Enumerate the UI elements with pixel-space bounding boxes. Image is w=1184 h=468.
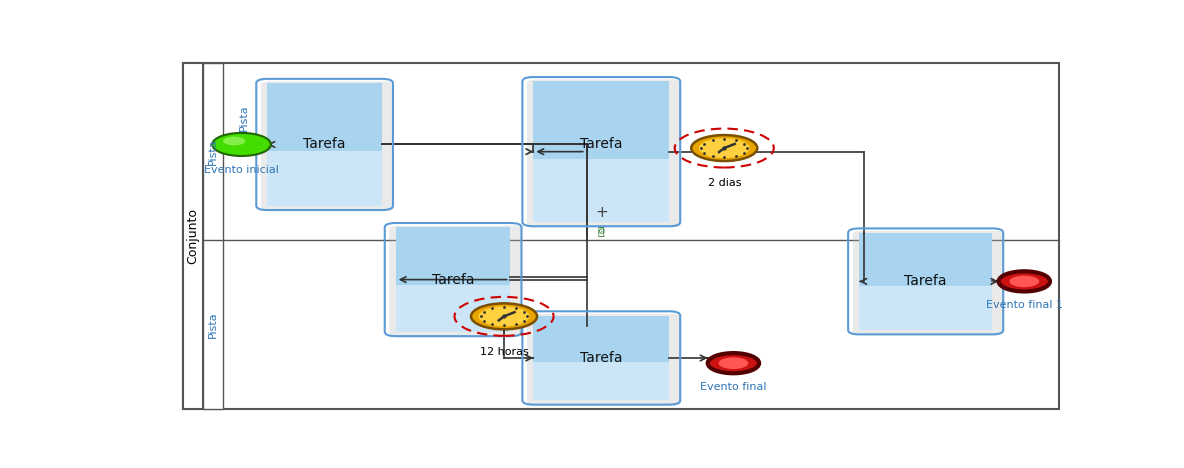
- Circle shape: [1010, 276, 1040, 287]
- FancyBboxPatch shape: [390, 226, 522, 337]
- Circle shape: [691, 135, 758, 161]
- Text: Tarefa: Tarefa: [905, 274, 947, 288]
- FancyBboxPatch shape: [527, 314, 681, 406]
- Bar: [534, 362, 669, 400]
- Bar: [182, 63, 204, 410]
- Bar: [860, 233, 992, 286]
- Text: 12 horas: 12 horas: [480, 347, 528, 357]
- Text: Pista: Pista: [208, 311, 218, 338]
- Circle shape: [719, 358, 748, 369]
- FancyBboxPatch shape: [527, 80, 681, 227]
- Text: Pista: Pista: [238, 104, 249, 131]
- Bar: [534, 159, 669, 222]
- Circle shape: [998, 271, 1050, 292]
- FancyBboxPatch shape: [260, 81, 394, 211]
- Text: ⛉: ⛉: [598, 227, 605, 237]
- FancyBboxPatch shape: [852, 231, 1004, 336]
- Circle shape: [212, 133, 271, 156]
- Circle shape: [699, 138, 749, 158]
- Bar: [860, 286, 992, 330]
- Text: Tarefa: Tarefa: [580, 351, 623, 365]
- Text: Conjunto: Conjunto: [186, 208, 199, 264]
- Bar: [395, 227, 510, 285]
- Text: Evento final 1: Evento final 1: [986, 300, 1063, 310]
- Bar: [534, 81, 669, 159]
- Bar: [204, 63, 224, 410]
- Text: Tarefa: Tarefa: [580, 138, 623, 152]
- Circle shape: [471, 303, 538, 329]
- Bar: [395, 285, 510, 332]
- Circle shape: [708, 353, 759, 373]
- Circle shape: [223, 137, 245, 146]
- Circle shape: [478, 307, 529, 326]
- Text: Tarefa: Tarefa: [303, 138, 346, 152]
- Text: +: +: [594, 205, 607, 220]
- Text: Evento inicial: Evento inicial: [204, 165, 279, 175]
- Text: Pista: Pista: [208, 139, 218, 165]
- Bar: [268, 151, 382, 206]
- Bar: [534, 315, 669, 362]
- Text: 2 dias: 2 dias: [708, 178, 741, 188]
- Text: ⚙: ⚙: [598, 227, 605, 236]
- Bar: [268, 83, 382, 151]
- Text: Evento final: Evento final: [700, 382, 767, 392]
- Text: Tarefa: Tarefa: [432, 272, 475, 286]
